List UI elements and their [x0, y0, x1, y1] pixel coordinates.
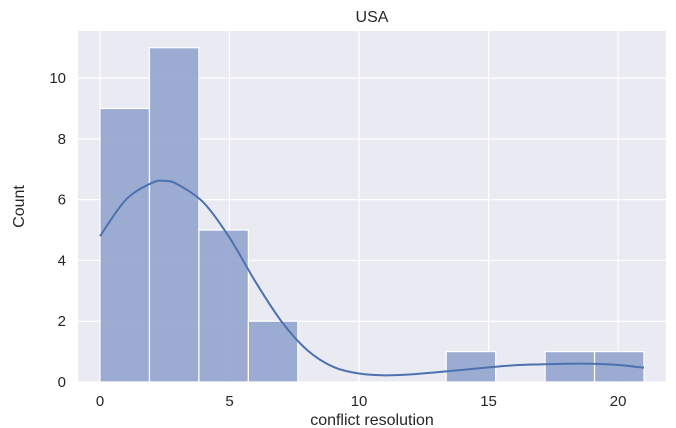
x-tick-label: 20	[610, 393, 627, 410]
y-tick-label: 10	[49, 70, 66, 87]
y-axis-label: Count	[11, 185, 28, 228]
histogram-bars	[99, 47, 645, 383]
x-tick-label: 15	[480, 393, 497, 410]
y-tick-label: 6	[58, 192, 66, 209]
y-tick-label: 4	[58, 252, 66, 269]
kde-line	[99, 179, 645, 377]
plot-area	[78, 31, 666, 383]
y-tick-labels: 0 2 4 6 8 10	[49, 70, 66, 391]
histogram-bar	[148, 47, 200, 383]
y-tick-label: 2	[58, 313, 66, 330]
x-tick-labels: 0 5 10 15 20	[96, 393, 627, 410]
x-tick-label: 10	[351, 393, 368, 410]
x-axis-label: conflict resolution	[310, 412, 434, 428]
histogram-bar	[544, 351, 596, 383]
histogram-bar	[99, 107, 151, 383]
histogram-bar	[198, 229, 249, 383]
kde-curve	[99, 179, 645, 377]
histogram-bar	[247, 320, 299, 383]
y-tick-label: 8	[58, 131, 66, 148]
y-tick-label: 0	[58, 374, 66, 391]
x-tick-label: 0	[96, 393, 104, 410]
x-tick-label: 5	[225, 393, 233, 410]
chart-title: USA	[356, 9, 389, 26]
